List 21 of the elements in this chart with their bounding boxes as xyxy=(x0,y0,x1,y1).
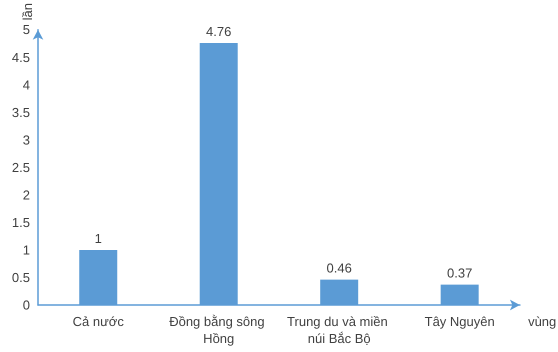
y-tick-label: 3 xyxy=(22,132,30,148)
data-label: 1 xyxy=(94,230,102,246)
y-tick-label: 1 xyxy=(22,242,30,258)
y-tick-label: 0 xyxy=(22,298,30,312)
y-tick-label: 0.5 xyxy=(12,270,30,285)
x-tick-label: Trung du và miền núi Bắc Bộ xyxy=(287,314,392,346)
x-tick-label: Đồng bằng sông Hồng xyxy=(169,314,268,346)
y-tick-label: 2.5 xyxy=(12,160,30,175)
y-tick-label: 4.5 xyxy=(12,50,30,65)
data-label: 4.76 xyxy=(206,24,232,39)
y-tick-label: 1.5 xyxy=(12,214,30,230)
y-tick-label: 3.5 xyxy=(12,104,30,120)
y-tick-label: 2 xyxy=(22,187,30,202)
x-tick-label: Cả nước xyxy=(72,314,124,329)
data-label: 0.37 xyxy=(447,266,472,281)
y-tick-label: 5 xyxy=(22,22,30,38)
y-tick-label: 4 xyxy=(22,77,30,92)
x-tick-label: Tây Nguyên xyxy=(424,314,495,329)
y-axis-title: lần xyxy=(20,3,35,20)
data-label: 0.46 xyxy=(326,260,352,276)
x-axis-title: vùng xyxy=(528,314,556,329)
